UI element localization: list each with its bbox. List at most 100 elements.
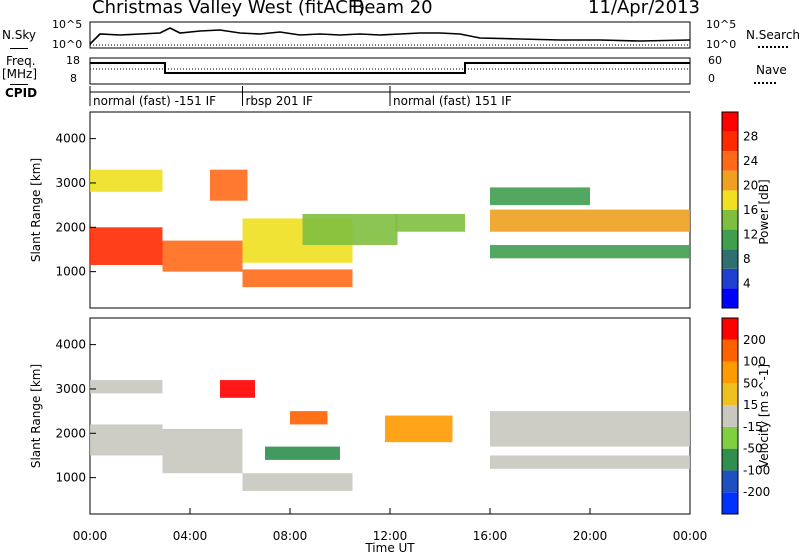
nsky-tick-top: 10^5	[52, 18, 82, 31]
velocity-colorbar-swatch-2	[722, 448, 738, 471]
power-band-4	[210, 169, 248, 201]
cpid-segment-label-0: normal (fast) -151 IF	[93, 94, 216, 108]
velocity-colorbar: 200 100 50 15 -15 -50 -100 -200	[721, 317, 770, 515]
velocity-heatmap	[90, 380, 690, 491]
power-colorbar-swatch-7	[722, 151, 738, 171]
velocity-band-7	[290, 411, 328, 425]
nsky-trace	[89, 27, 691, 45]
freq-panel-frame	[89, 57, 691, 85]
xtick-label-5: 20:00	[573, 529, 608, 543]
power-colorbar-swatch-0	[722, 288, 738, 308]
power-colorbar-tick-3: 16	[743, 203, 758, 217]
velocity-band-1	[162, 428, 243, 474]
freq-label-1: Freq.	[6, 54, 36, 68]
nsky-label: N.Sky	[2, 28, 37, 42]
velocity-colorbar-swatch-1	[722, 470, 738, 493]
cpid-segments: normal (fast) -151 IF rbsp 201 IF normal (…	[89, 86, 512, 108]
date-label: 11/Apr/2013	[588, 0, 700, 18]
xtick-label-6: 00:00	[673, 529, 708, 543]
power-colorbar-swatch-4	[722, 210, 738, 230]
freq-tick-top: 18	[66, 54, 80, 67]
power-band-10	[490, 187, 590, 206]
velocity-colorbar-tick-4: -15	[743, 420, 763, 434]
velocity-colorbar-tick-6: -100	[743, 463, 770, 477]
nsearch-tick-top: 10^5	[706, 18, 736, 31]
nsky-underline	[10, 48, 28, 49]
nave-dots	[754, 82, 776, 84]
power-colorbar-tick-4: 12	[743, 228, 758, 242]
power-colorbar-swatch-9	[722, 112, 738, 132]
nave-label: Nave	[756, 63, 787, 77]
velocity-colorbar-swatch-7	[722, 339, 738, 362]
velocity-colorbar-frame	[721, 317, 739, 515]
velocity-colorbar-tick-7: -200	[743, 485, 770, 499]
power-band-0	[90, 227, 163, 265]
cpid-label: CPID	[5, 86, 38, 100]
xtick-label-2: 08:00	[273, 529, 308, 543]
xtick-label-0: 00:00	[73, 529, 108, 543]
nave-tick-bottom: 0	[708, 72, 715, 85]
power-band-3	[90, 169, 163, 192]
nsearch-label: N.Search	[746, 28, 800, 42]
velocity-colorbar-label: Velocity [m s^-1]	[757, 364, 771, 468]
power-band-2	[242, 269, 353, 288]
time-xlabel: Time UT	[364, 541, 415, 554]
velocity-ytick-label-3: 4000	[55, 338, 86, 352]
power-ytick-label-2: 3000	[55, 176, 86, 190]
nave-tick-top: 60	[708, 54, 722, 67]
power-band-8	[490, 209, 690, 232]
power-band-7	[395, 213, 465, 232]
power-band-6	[302, 213, 398, 246]
power-colorbar-swatch-6	[722, 170, 738, 191]
power-ytick-label-3: 4000	[55, 132, 86, 146]
power-colorbar-tick-2: 20	[743, 179, 758, 193]
xtick-label-1: 04:00	[173, 529, 208, 543]
velocity-colorbar-tick-2: 50	[743, 376, 758, 390]
station-title: Christmas Valley West (fitACF)	[92, 0, 366, 18]
velocity-colorbar-tick-5: -50	[743, 442, 763, 456]
power-colorbar-label: Power [dB]	[757, 179, 771, 244]
power-colorbar-tick-1: 24	[743, 154, 758, 168]
freq-label-2: [MHz]	[2, 67, 38, 81]
velocity-ytick-label-0: 1000	[55, 471, 86, 485]
velocity-band-4	[490, 411, 690, 447]
velocity-colorbar-swatch-8	[722, 318, 738, 340]
power-band-1	[162, 240, 243, 272]
beam-label: Beam 20	[352, 0, 433, 18]
freq-underline	[10, 84, 28, 85]
velocity-colorbar-swatch-5	[722, 383, 738, 406]
velocity-band-2	[242, 473, 353, 491]
power-ytick-label-1: 2000	[55, 220, 86, 234]
cpid-segment-label-1: rbsp 201 IF	[246, 94, 313, 108]
cpid-segment-label-2: normal (fast) 151 IF	[393, 94, 512, 108]
velocity-band-3	[90, 380, 163, 394]
power-colorbar-swatch-1	[722, 268, 738, 289]
power-heatmap	[90, 169, 690, 288]
velocity-y-ticks: 1000 2000 3000 4000	[55, 338, 96, 485]
velocity-band-6	[220, 380, 255, 398]
power-colorbar-swatch-8	[722, 131, 738, 152]
velocity-ytick-label-1: 2000	[55, 426, 86, 440]
time-x-ticks: 00:00 04:00 08:00 12:00 16:00 20:00 00:00	[73, 508, 708, 543]
nsky-panel-frame	[89, 21, 691, 49]
freq-tick-bottom: 8	[70, 72, 77, 85]
velocity-ytick-label-2: 3000	[55, 382, 86, 396]
velocity-ylabel: Slant Range [km]	[29, 364, 43, 468]
power-band-9	[490, 245, 690, 259]
power-ylabel: Slant Range [km]	[29, 158, 43, 262]
velocity-colorbar-tick-3: 15	[743, 398, 758, 412]
power-colorbar: 28 24 20 16 12 8 4	[721, 111, 758, 309]
power-colorbar-tick-0: 28	[743, 130, 758, 144]
xtick-label-3: 12:00	[373, 529, 408, 543]
nsearch-dots	[758, 46, 788, 48]
velocity-band-5	[490, 455, 690, 469]
velocity-colorbar-swatch-4	[722, 405, 738, 427]
nsky-tick-bottom: 10^0	[52, 38, 82, 51]
velocity-band-0	[90, 424, 163, 456]
velocity-colorbar-tick-1: 100	[743, 355, 766, 369]
power-colorbar-swatch-3	[722, 229, 738, 250]
velocity-band-8	[385, 415, 453, 443]
power-colorbar-tick-6: 4	[743, 277, 751, 291]
velocity-colorbar-swatch-0	[722, 492, 738, 514]
velocity-colorbar-tick-0: 200	[743, 333, 766, 347]
